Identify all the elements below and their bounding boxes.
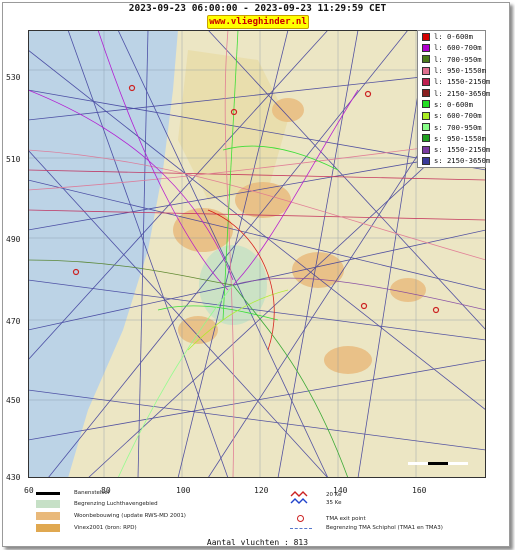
tma-exit-points <box>72 84 440 314</box>
legend-item: l: 2150-3650m <box>418 87 490 98</box>
scale-bar <box>408 462 468 465</box>
legend-airport-boundary-label: Begrenzing Luchthavengebied <box>74 501 158 507</box>
legend-swatch <box>422 89 430 98</box>
legend-swatch <box>422 111 430 120</box>
x-tick-label: 100 <box>176 486 191 495</box>
legend-item: s: 700-950m <box>418 121 485 132</box>
legend-label: l: 2150-3650m <box>434 88 491 98</box>
legend-label: s: 0-600m <box>434 99 473 109</box>
legend-swatch <box>422 100 430 109</box>
legend-runway: Banenstelsel <box>36 490 109 496</box>
legend-label: s: 600-700m <box>434 111 482 121</box>
legend-tma-boundary-label: Begrenzing TMA Schiphol (TMA1 en TMA3) <box>326 525 443 531</box>
noise-contour-svg <box>290 491 308 504</box>
legend-runway-label: Banenstelsel <box>74 490 110 496</box>
legend-swatch <box>422 77 430 86</box>
time-range-title: 2023-09-23 06:00:00 - 2023-09-23 11:29:5… <box>128 3 387 14</box>
legend-tma-boundary: Begrenzing TMA Schiphol (TMA1 en TMA3) <box>326 525 443 531</box>
x-tick-label: 160 <box>412 486 427 495</box>
site-badge[interactable]: www.vlieghinder.nl <box>207 15 309 29</box>
legend-residential-label: Woonbebouwing (update RWS-MD 2001) <box>74 513 186 519</box>
tma-boundary-icon <box>290 528 312 529</box>
x-tick-label: 140 <box>333 486 348 495</box>
map-border <box>28 30 486 478</box>
legend-label: l: 600-700m <box>434 43 482 53</box>
legend-swatch <box>422 43 430 52</box>
legend-vinex: Vinex2001 (bron: RPD) <box>36 524 137 532</box>
legend-swatch <box>422 32 430 41</box>
legend-swatch <box>422 156 430 165</box>
y-tick-label: 450 <box>6 396 21 405</box>
legend-item: s: 2150-3650m <box>418 155 490 166</box>
x-tick-label: 60 <box>24 486 34 495</box>
legend-label: l: 0-600m <box>434 32 473 42</box>
legend-item: s: 950-1550m <box>418 133 486 144</box>
altitude-legend: l: 0-600m l: 600-700m l: 700-950m l: 950… <box>417 30 490 168</box>
legend-label: s: 2150-3650m <box>434 156 491 166</box>
flight-count: Aantal vluchten : 813 <box>206 538 309 547</box>
legend-swatch <box>422 66 430 75</box>
legend-item: l: 600-700m <box>418 42 485 53</box>
legend-label: l: 950-1550m <box>434 66 486 76</box>
legend-swatch <box>422 123 430 132</box>
noise-contour-20-label: 20 Ke <box>326 492 342 498</box>
y-tick-label: 490 <box>6 235 21 244</box>
legend-item: l: 1550-2150m <box>418 76 490 87</box>
noise-contour-35-label: 35 Ke <box>326 500 342 506</box>
legend-vinex-label: Vinex2001 (bron: RPD) <box>74 525 137 531</box>
y-tick-label: 430 <box>6 473 21 482</box>
legend-item: l: 950-1550m <box>418 65 486 76</box>
noise-contour-20: 20 Ke <box>326 492 341 498</box>
legend-item: s: 600-700m <box>418 110 485 121</box>
legend-swatch <box>422 134 430 143</box>
y-tick-label: 470 <box>6 317 21 326</box>
legend-label: l: 700-950m <box>434 54 482 64</box>
flight-tracks-map <box>28 30 486 478</box>
residential-swatch <box>36 512 60 520</box>
land-area <box>68 30 486 478</box>
noise-contour-35: 35 Ke <box>326 500 341 506</box>
x-tick-label: 120 <box>254 486 269 495</box>
legend-tma-exit-label: TMA exit point <box>326 516 366 522</box>
x-tick-label: 80 <box>101 486 111 495</box>
legend-item: s: 0-600m <box>418 99 485 110</box>
legend-item: l: 0-600m <box>418 31 485 42</box>
legend-airport-boundary: Begrenzing Luchthavengebied <box>36 500 158 508</box>
tma-exit-icon <box>297 515 304 522</box>
map-legend: Banenstelsel Begrenzing Luchthavengebied… <box>28 486 486 536</box>
legend-residential: Woonbebouwing (update RWS-MD 2001) <box>36 512 186 520</box>
legend-label: s: 1550-2150m <box>434 145 491 155</box>
legend-label: l: 1550-2150m <box>434 77 491 87</box>
legend-swatch <box>422 55 430 64</box>
airport-boundary-swatch <box>36 500 60 508</box>
legend-item: l: 700-950m <box>418 54 485 65</box>
legend-swatch <box>422 145 430 154</box>
vinex-swatch <box>36 524 60 532</box>
legend-label: s: 950-1550m <box>434 133 486 143</box>
legend-tma-exit: TMA exit point <box>326 516 366 522</box>
legend-label: s: 700-950m <box>434 122 482 132</box>
noise-contour-icon <box>290 490 308 510</box>
runway-swatch <box>36 491 60 495</box>
y-tick-label: 510 <box>6 155 21 164</box>
y-tick-label: 530 <box>6 73 21 82</box>
flight-tracks <box>28 30 486 478</box>
legend-item: s: 1550-2150m <box>418 144 490 155</box>
